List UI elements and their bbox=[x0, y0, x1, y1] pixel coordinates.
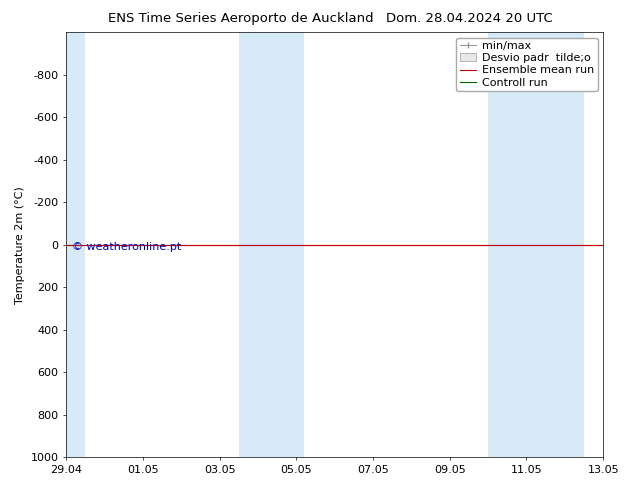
Bar bbox=[526, 32, 584, 457]
Text: Dom. 28.04.2024 20 UTC: Dom. 28.04.2024 20 UTC bbox=[385, 12, 553, 25]
Bar bbox=[66, 32, 86, 457]
Text: ENS Time Series Aeroporto de Auckland: ENS Time Series Aeroporto de Auckland bbox=[108, 12, 373, 25]
Bar bbox=[239, 32, 277, 457]
Text: © weatheronline.pt: © weatheronline.pt bbox=[72, 242, 181, 252]
Y-axis label: Temperature 2m (°C): Temperature 2m (°C) bbox=[15, 186, 25, 304]
Bar bbox=[488, 32, 526, 457]
Legend: min/max, Desvio padr  tilde;o, Ensemble mean run, Controll run: min/max, Desvio padr tilde;o, Ensemble m… bbox=[456, 38, 598, 91]
Bar bbox=[277, 32, 304, 457]
